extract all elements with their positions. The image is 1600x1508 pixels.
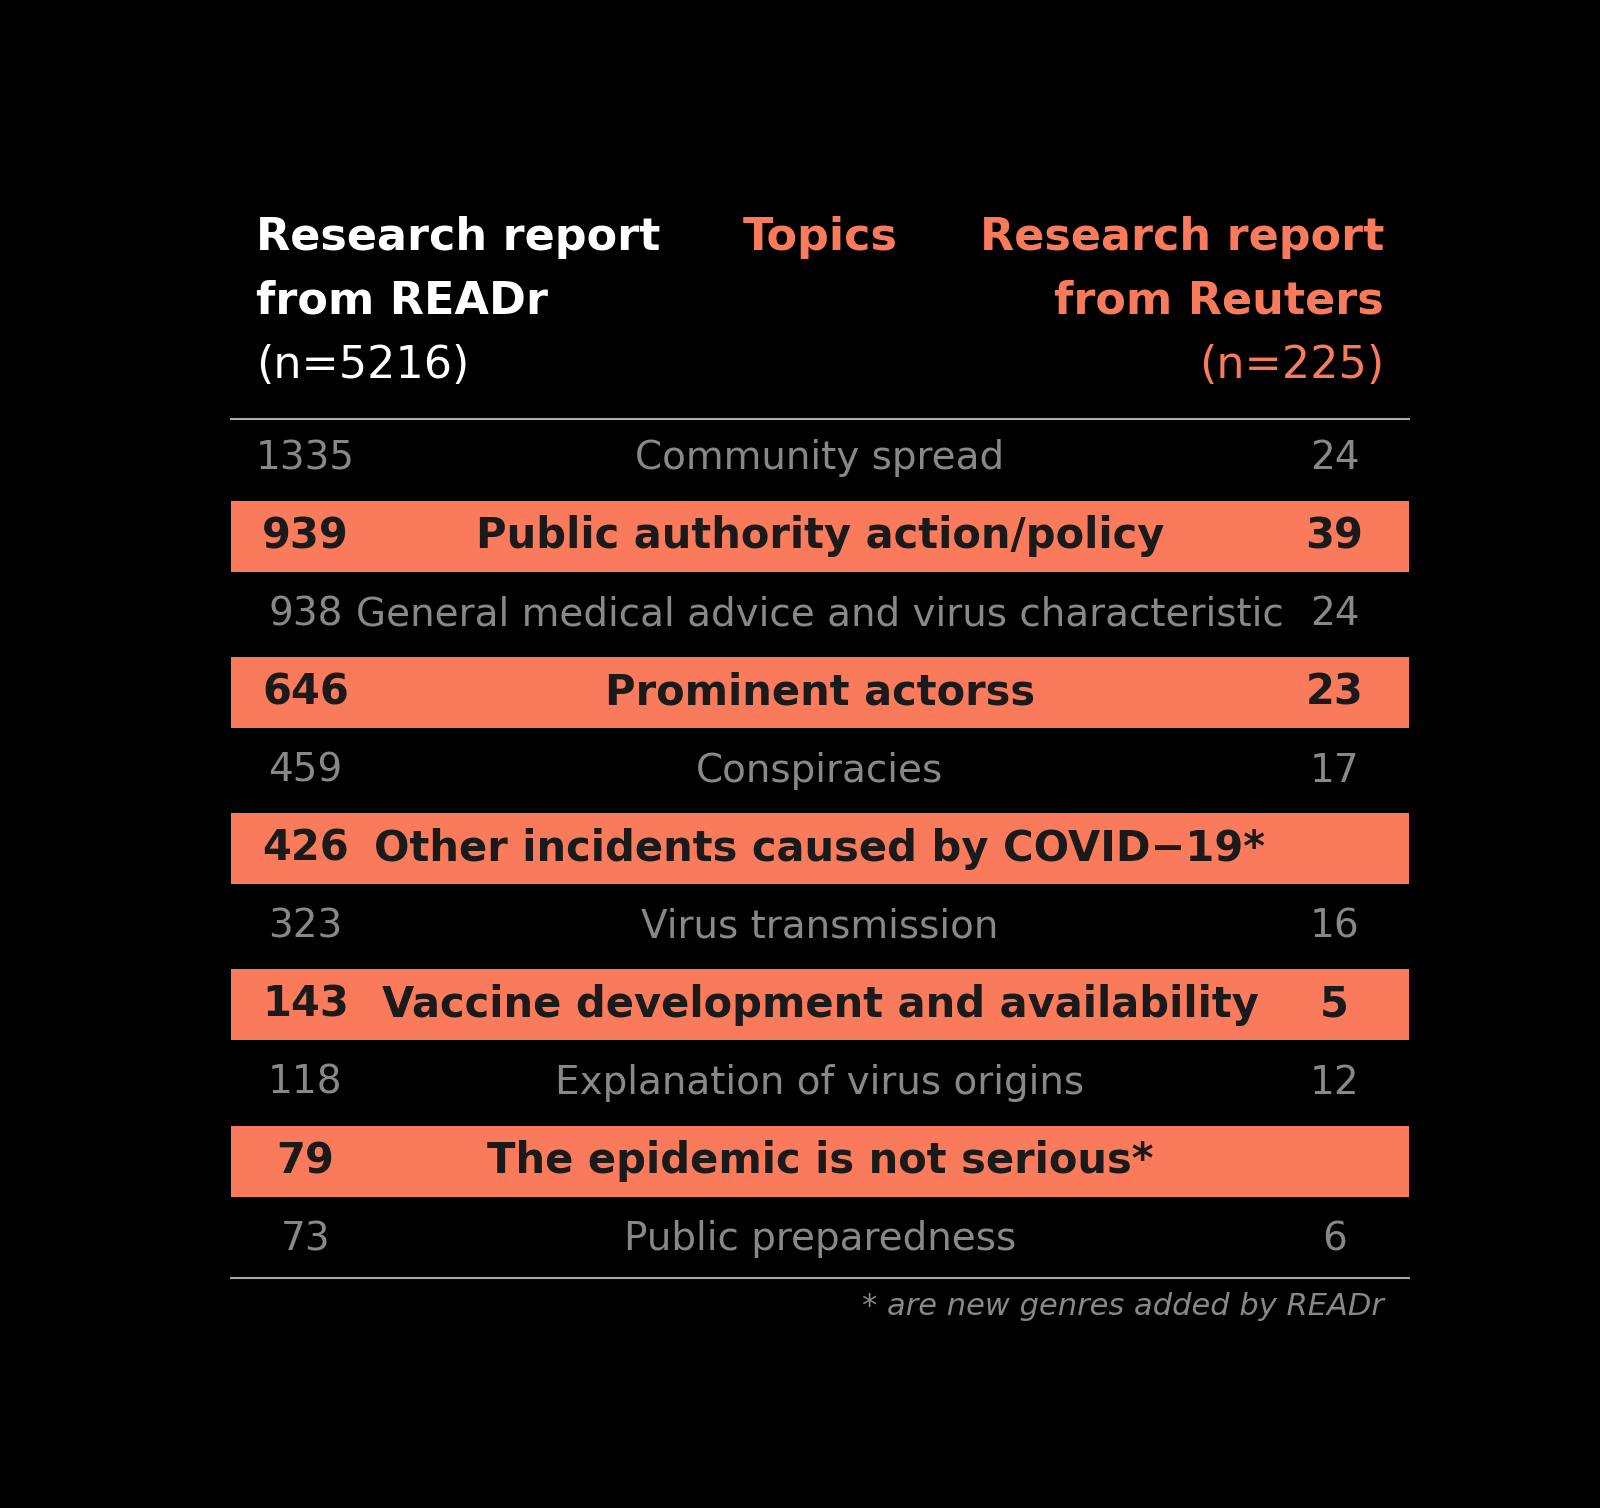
Text: Conspiracies: Conspiracies (696, 751, 944, 790)
Text: Explanation of virus origins: Explanation of virus origins (555, 1065, 1085, 1102)
Bar (230, 501, 1410, 572)
Text: 24: 24 (1310, 596, 1360, 633)
Text: * are new genres added by READr: * are new genres added by READr (862, 1292, 1384, 1321)
Text: Virus transmission: Virus transmission (642, 908, 998, 946)
Text: (n=225): (n=225) (1198, 344, 1384, 386)
Text: 6: 6 (1322, 1220, 1347, 1258)
Bar (230, 657, 1410, 728)
Text: 16: 16 (1310, 908, 1360, 946)
Text: (n=5216): (n=5216) (256, 344, 469, 386)
Text: 143: 143 (262, 983, 349, 1025)
Text: Community spread: Community spread (635, 439, 1005, 477)
Text: 5: 5 (1320, 983, 1349, 1025)
Text: 1335: 1335 (256, 439, 355, 477)
Text: 12: 12 (1310, 1065, 1360, 1102)
Text: Vaccine development and availability: Vaccine development and availability (381, 983, 1259, 1025)
Text: Topics: Topics (742, 216, 898, 259)
Text: from Reuters: from Reuters (1054, 279, 1384, 323)
Text: 79: 79 (277, 1140, 334, 1182)
Text: 118: 118 (269, 1065, 342, 1102)
Text: 459: 459 (269, 751, 342, 790)
Text: Public authority action/policy: Public authority action/policy (475, 516, 1165, 556)
Text: from READr: from READr (256, 279, 547, 323)
Bar (230, 1125, 1410, 1197)
Text: 323: 323 (269, 908, 342, 946)
Bar (230, 813, 1410, 884)
Text: 646: 646 (262, 671, 349, 713)
Bar (230, 970, 1410, 1041)
Text: 426: 426 (262, 828, 349, 870)
Text: Prominent actorss: Prominent actorss (605, 671, 1035, 713)
Text: The epidemic is not serious*: The epidemic is not serious* (486, 1140, 1154, 1182)
Text: 73: 73 (280, 1220, 330, 1258)
Text: Public preparedness: Public preparedness (624, 1220, 1016, 1258)
Text: 39: 39 (1306, 516, 1363, 556)
Text: 24: 24 (1310, 439, 1360, 477)
Text: 17: 17 (1310, 751, 1360, 790)
Text: 939: 939 (262, 516, 349, 556)
Text: 938: 938 (269, 596, 342, 633)
Text: General medical advice and virus characteristic: General medical advice and virus charact… (357, 596, 1283, 633)
Text: Research report: Research report (256, 216, 661, 259)
Text: 23: 23 (1306, 671, 1363, 713)
Text: Other incidents caused by COVID−19*: Other incidents caused by COVID−19* (374, 828, 1266, 870)
Text: Research report: Research report (979, 216, 1384, 259)
